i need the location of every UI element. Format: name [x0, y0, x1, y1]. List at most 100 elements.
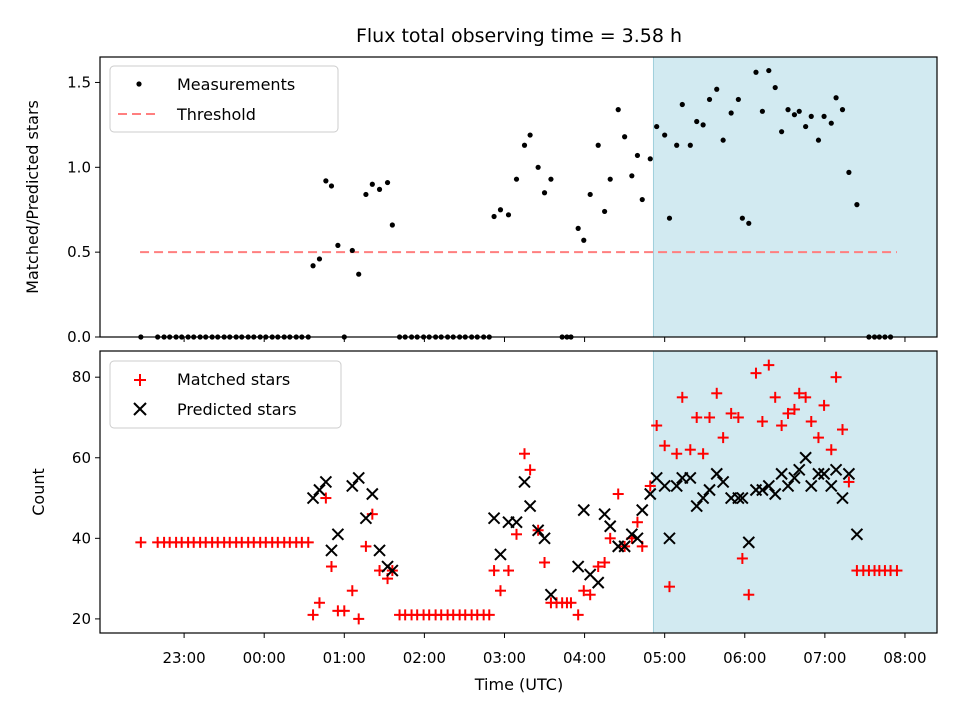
predicted-star-marker [366, 487, 379, 501]
count-y-label: Count [29, 468, 48, 516]
matched-star-marker [360, 540, 372, 552]
predicted-star-marker [793, 463, 806, 477]
predicted-star-marker [306, 491, 320, 505]
predicted-star-marker [313, 483, 326, 497]
measurement-point [839, 107, 846, 113]
matched-star-marker [684, 444, 696, 456]
measurement-point [753, 69, 759, 75]
measurement-point [535, 164, 541, 170]
matched-star-marker [788, 403, 800, 415]
matched-star-marker [612, 488, 624, 500]
measurement-point [821, 113, 827, 119]
predicted-star-marker [842, 467, 856, 481]
measurement-point [735, 96, 741, 103]
matched-star-marker [488, 565, 500, 577]
matched-star-marker [725, 407, 737, 419]
measurement-point [785, 107, 791, 113]
matched-star-marker [659, 440, 671, 452]
measurement-point [833, 95, 839, 101]
matched-star-marker [644, 480, 656, 492]
measurement-point [491, 213, 497, 220]
legend-cross-icon [133, 402, 147, 416]
matched-star-marker [307, 609, 319, 621]
matched-star-marker [711, 387, 723, 399]
measurement-point [328, 183, 335, 189]
predicted-star-marker [762, 479, 776, 493]
matched-star-marker [704, 411, 716, 423]
x-tick-label: 05:00 [643, 649, 686, 667]
matched-star-marker [805, 416, 817, 427]
measurement-point [791, 112, 798, 118]
predicted-star-marker [518, 475, 531, 489]
x-tick-label: 23:00 [162, 649, 205, 667]
measurement-point [746, 220, 752, 226]
measurement-point [622, 134, 628, 140]
ratio-axes-frame [99, 56, 938, 338]
x-tick-label: 07:00 [803, 649, 846, 667]
matched-star-marker [782, 407, 794, 419]
measurement-point [595, 142, 601, 148]
measurement-point [687, 142, 693, 148]
x-tick-label: 01:00 [323, 649, 366, 667]
measurement-point [714, 86, 720, 92]
measurement-point [674, 142, 680, 148]
measurement-point [700, 122, 706, 128]
measurement-point [513, 176, 520, 182]
ratio-legend-box [109, 65, 339, 133]
matched-star-marker [524, 464, 536, 476]
measurement-point [759, 108, 765, 114]
predicted-star-marker [618, 540, 631, 553]
measurement-point [694, 118, 700, 125]
matched-star-marker [763, 359, 775, 371]
predicted-star-marker [544, 588, 558, 601]
matched-star-marker [599, 557, 611, 568]
measurement-point [356, 271, 362, 277]
matched-star-marker [346, 585, 358, 597]
predicted-star-marker [732, 491, 745, 505]
predicted-star-marker [825, 479, 838, 493]
measurement-point [363, 191, 369, 198]
count-axes-frame [99, 350, 938, 634]
predicted-star-marker [768, 487, 782, 501]
ratio-legend: Measurements Threshold [109, 65, 339, 133]
matched-star-marker [631, 516, 643, 528]
x-tick-label: 00:00 [243, 649, 286, 667]
predicted-star-marker [598, 507, 611, 521]
x-tick-label: 04:00 [563, 649, 606, 667]
predicted-star-marker [604, 520, 617, 533]
matched-star-marker [604, 532, 616, 544]
measurement-point [720, 137, 726, 143]
matched-star-marker [539, 557, 551, 568]
measurement-point [808, 113, 814, 119]
predicted-star-marker [812, 467, 825, 481]
count-y-ticks: 20 40 60 80 [72, 368, 100, 628]
matched-star-marker [793, 387, 805, 399]
ratio-highlight-span [652, 56, 938, 338]
legend-plus-icon [134, 374, 146, 386]
x-tick-label: 02:00 [403, 649, 446, 667]
measurement-point [548, 176, 554, 182]
predicted-star-marker [690, 499, 703, 513]
matched-star-marker [736, 552, 748, 564]
matched-star-marker [812, 432, 824, 444]
matched-star-marker [338, 605, 350, 617]
matched-star-marker [483, 609, 495, 621]
measurement-point [602, 208, 608, 215]
predicted-star-marker [836, 491, 849, 505]
count-x-ticks: 23:00 00:00 01:00 02:00 03:00 04:00 05:00 06:00… [162, 633, 927, 667]
legend-dot-icon [136, 81, 142, 87]
predicted-star-marker [775, 467, 788, 481]
chart-title: Flux total observing time = 3.58 h [356, 25, 682, 47]
measurement-point [587, 191, 593, 198]
count-highlight-span [652, 350, 938, 634]
measurement-point [796, 108, 802, 114]
matched-star-marker [663, 581, 675, 593]
matched-star-marker [572, 609, 584, 621]
predicted-star-marker [331, 528, 345, 541]
predicted-star-marker [644, 487, 657, 501]
measurement-point [634, 152, 641, 159]
matched-star-marker [691, 411, 703, 423]
legend-label-matched: Matched stars [177, 370, 290, 389]
measurement-point [575, 225, 581, 231]
